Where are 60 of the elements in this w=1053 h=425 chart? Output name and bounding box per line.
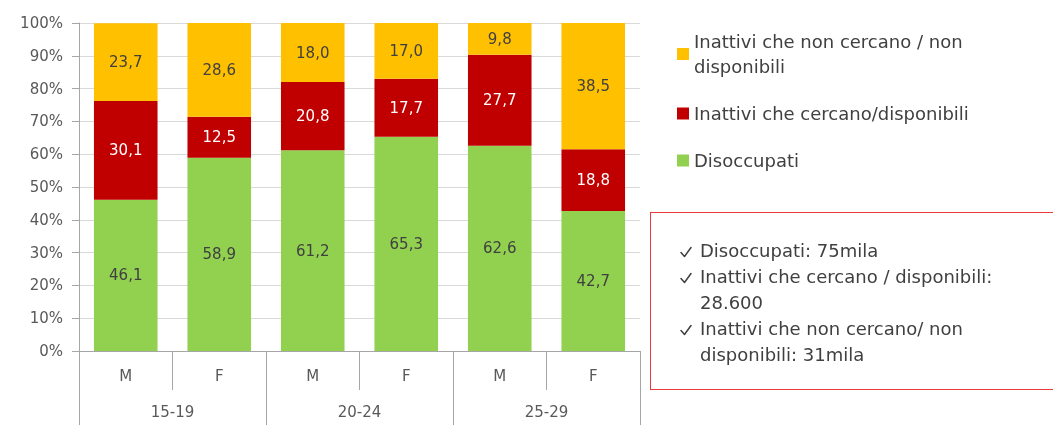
x-tick-label: M <box>119 366 133 385</box>
data-label: 12,5 <box>202 128 236 147</box>
bar <box>467 23 532 55</box>
data-label: 18,0 <box>296 43 330 62</box>
y-tick-label: 70% <box>29 112 63 131</box>
bar <box>374 78 439 137</box>
x-tick-label: F <box>214 366 224 385</box>
y-tick-label: 80% <box>29 79 63 98</box>
bar <box>187 23 252 117</box>
text: 20-24 <box>337 402 382 421</box>
x-tick-label: M <box>493 366 507 385</box>
data-label: 27,7 <box>483 91 517 110</box>
bar <box>93 101 158 200</box>
y-tick-label: 20% <box>29 276 63 295</box>
legend-label: Disoccupati <box>694 150 799 171</box>
x-tick-label: F <box>588 366 598 385</box>
note-frame: Disoccupati: 75mila Inattivi che cercano / disponibili: 28.600 Inattivi che non cercano/ non disponibili: 31mila <box>650 212 1053 390</box>
data-label: 65,3 <box>389 234 423 253</box>
bar <box>374 136 439 351</box>
bar <box>280 150 345 351</box>
y-tick-label: 40% <box>29 210 63 229</box>
data-label: 46,1 <box>109 266 143 285</box>
x-tick-label: M <box>306 366 320 385</box>
data-label: 20,8 <box>296 107 330 126</box>
bar <box>93 23 158 102</box>
y-tick-label: 30% <box>29 243 63 262</box>
text: 15-19 <box>150 402 195 421</box>
bar <box>280 23 345 83</box>
bar <box>467 54 532 146</box>
bar <box>467 145 532 351</box>
data-label: 38,5 <box>576 77 610 96</box>
bar <box>187 157 252 351</box>
data-label: 62,6 <box>483 239 517 258</box>
bar <box>561 210 626 351</box>
bar <box>561 149 626 211</box>
data-label: 17,7 <box>389 98 423 117</box>
y-tick-label: 10% <box>29 309 63 328</box>
bar <box>93 199 158 351</box>
data-label: 23,7 <box>109 53 143 72</box>
data-label: 30,1 <box>109 141 143 160</box>
bar <box>187 116 252 158</box>
bar <box>280 82 345 151</box>
y-tick-label: 0% <box>39 342 63 360</box>
y-tick-label: 90% <box>29 46 63 65</box>
bar <box>374 23 439 79</box>
x-tick-label: F <box>401 366 411 385</box>
data-label: 61,2 <box>296 241 330 260</box>
y-tick-label: 50% <box>29 178 63 196</box>
data-label: 28,6 <box>202 60 236 79</box>
legend-label: Inattivi che non cercano / non disponibili <box>694 31 969 77</box>
data-label: 17,0 <box>389 41 423 60</box>
data-label: 9,8 <box>487 29 512 48</box>
y-tick-label: 60% <box>29 145 63 164</box>
legend-label: Inattivi che cercano/disponibili <box>694 103 969 124</box>
y-tick-label: 100% <box>20 14 63 32</box>
data-label: 42,7 <box>576 271 610 290</box>
data-label: 58,9 <box>202 245 236 264</box>
bar <box>561 23 626 150</box>
text: 25-29 <box>524 402 569 421</box>
data-label: 18,8 <box>576 171 610 190</box>
